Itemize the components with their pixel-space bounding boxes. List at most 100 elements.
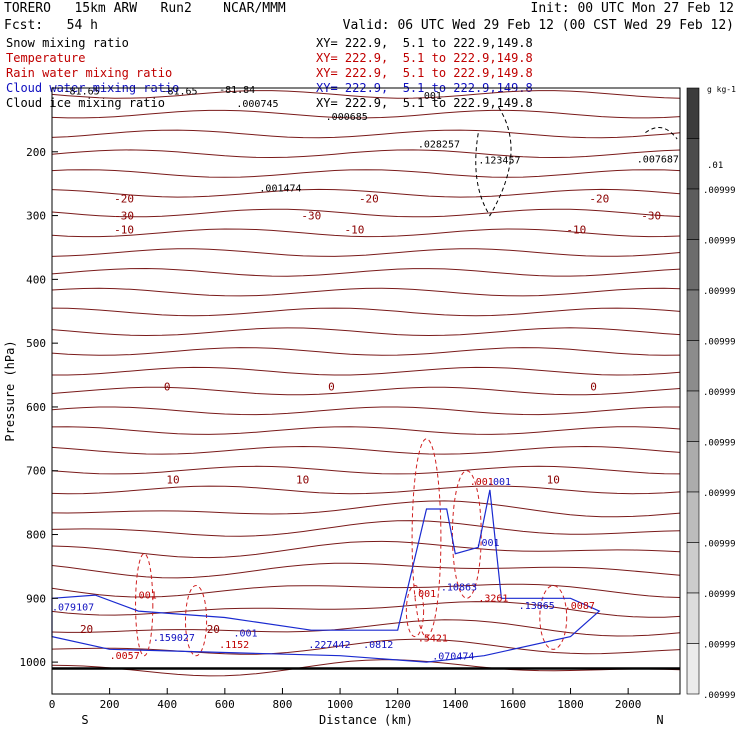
theta-contour <box>51 540 681 559</box>
colorbar-segment <box>686 390 700 442</box>
theta-contour <box>51 287 681 297</box>
plot-frame <box>51 87 681 695</box>
colorbar-label: .01 <box>707 161 723 171</box>
value-annotation: .079107 <box>52 602 94 613</box>
temperature-contour-label: 10 <box>547 474 560 487</box>
temperature-contour-label: 10 <box>296 474 309 487</box>
temperature-contour-label: -10 <box>114 224 134 237</box>
x-tick-label: 800 <box>273 698 293 711</box>
rain-water-contour <box>405 585 425 638</box>
temperature-contour-label: -10 <box>566 224 586 237</box>
field-name: Snow mixing ratio <box>6 36 129 50</box>
field-name: Rain water mixing ratio <box>6 66 173 80</box>
y-tick-label: 500 <box>26 337 46 350</box>
temperature-contour-label: -30 <box>114 210 134 223</box>
theta-contour <box>51 307 681 317</box>
colorbar-label: .00999 <box>703 691 736 701</box>
y-tick-label: 300 <box>26 210 46 223</box>
colorbar-label: .00999 <box>703 237 736 247</box>
value-annotation: .001 <box>487 477 511 488</box>
field-xy: XY= 222.9, 5.1 to 222.9,149.8 <box>316 51 533 65</box>
forecast-hour: Fcst: 54 h <box>4 18 98 33</box>
field-xy: XY= 222.9, 5.1 to 222.9,149.8 <box>316 66 533 80</box>
value-annotation: .3261 <box>478 594 508 605</box>
rain-water-contour <box>451 470 482 599</box>
value-annotation: .0812 <box>363 640 393 651</box>
value-annotation: .5421 <box>418 634 448 645</box>
theta-contour <box>51 562 681 579</box>
temperature-contour-label: -30 <box>641 210 661 223</box>
colorbar-segment <box>686 188 700 240</box>
colorbar-label: .00999 <box>703 439 736 449</box>
temperature-contour-label: 10 <box>166 474 179 487</box>
value-annotation: .000745 <box>236 99 278 110</box>
theta-contour <box>51 583 681 598</box>
temperature-contour-label: 20 <box>207 623 220 636</box>
theta-contour <box>51 465 681 475</box>
theta-contour <box>51 520 681 537</box>
theta-contour <box>51 90 681 99</box>
theta-contour <box>51 248 681 257</box>
value-annotation: .10863 <box>441 583 477 594</box>
colorbar-segment <box>686 138 700 190</box>
temperature-contour-label: 20 <box>80 623 93 636</box>
colorbar-label: .00999 <box>703 338 736 348</box>
y-tick-label: 700 <box>26 465 46 478</box>
value-annotation: .159027 <box>153 633 195 644</box>
theta-contour <box>51 169 681 178</box>
colorbar-unit: g kg-1 <box>707 85 736 94</box>
theta-contour <box>51 327 681 337</box>
temperature-contour-label: 0 <box>590 381 597 394</box>
x-tick-label: 2000 <box>615 698 642 711</box>
theta-contour <box>51 228 681 238</box>
theta-contour <box>51 149 681 159</box>
colorbar-label: .00999 <box>703 590 736 600</box>
theta-contour <box>51 406 680 416</box>
colorbar-segment <box>686 542 700 594</box>
temperature-contour-label: -20 <box>589 192 609 205</box>
x-tick-label: 1400 <box>442 698 469 711</box>
y-tick-label: 800 <box>26 529 46 542</box>
theta-contour <box>51 638 681 655</box>
colorbar-segment <box>686 289 700 341</box>
colorbar-label: .00999 <box>703 186 736 196</box>
theta-contour <box>51 129 681 139</box>
x-tick-label: 1000 <box>327 698 354 711</box>
theta-contour <box>51 619 681 637</box>
theta-contour <box>51 426 681 435</box>
theta-contour <box>51 267 681 277</box>
north-label: N <box>656 713 663 727</box>
value-annotation: .001474 <box>259 183 301 194</box>
theta-contour <box>51 109 681 119</box>
field-xy: XY= 222.9, 5.1 to 222.9,149.8 <box>316 96 533 110</box>
x-tick-label: 200 <box>100 698 120 711</box>
x-tick-label: 1800 <box>557 698 584 711</box>
temperature-contour-label: -20 <box>359 192 379 205</box>
colorbar-segment <box>686 643 700 695</box>
y-tick-label: 600 <box>26 401 46 414</box>
value-annotation: -81.65 <box>64 86 100 97</box>
value-annotation: .001 <box>133 590 157 601</box>
value-annotation: -81.65 <box>161 86 197 97</box>
temperature-contour-label: -20 <box>114 192 134 205</box>
temperature-contour-label: 0 <box>328 381 335 394</box>
model-title: TORERO 15km ARW Run2 NCAR/MMM <box>4 1 286 16</box>
rain-water-contour <box>184 585 208 657</box>
value-annotation: .227442 <box>308 640 350 651</box>
temperature-contour-label: -10 <box>345 224 365 237</box>
colorbar-label: .00999 <box>703 388 736 398</box>
x-tick-label: 400 <box>157 698 177 711</box>
colorbar-label: .00999 <box>703 287 736 297</box>
colorbar-segment <box>686 441 700 493</box>
y-tick-label: 200 <box>26 146 46 159</box>
theta-contour <box>51 500 681 518</box>
theta-contour <box>51 485 681 495</box>
value-annotation: .001 <box>475 538 499 549</box>
colorbar-segment <box>686 592 700 644</box>
value-annotation: -81.84 <box>219 85 255 96</box>
value-annotation: .001 <box>233 629 257 640</box>
theta-contour <box>51 386 681 396</box>
x-tick-label: 600 <box>215 698 235 711</box>
colorbar-label: .00999 <box>703 540 736 550</box>
